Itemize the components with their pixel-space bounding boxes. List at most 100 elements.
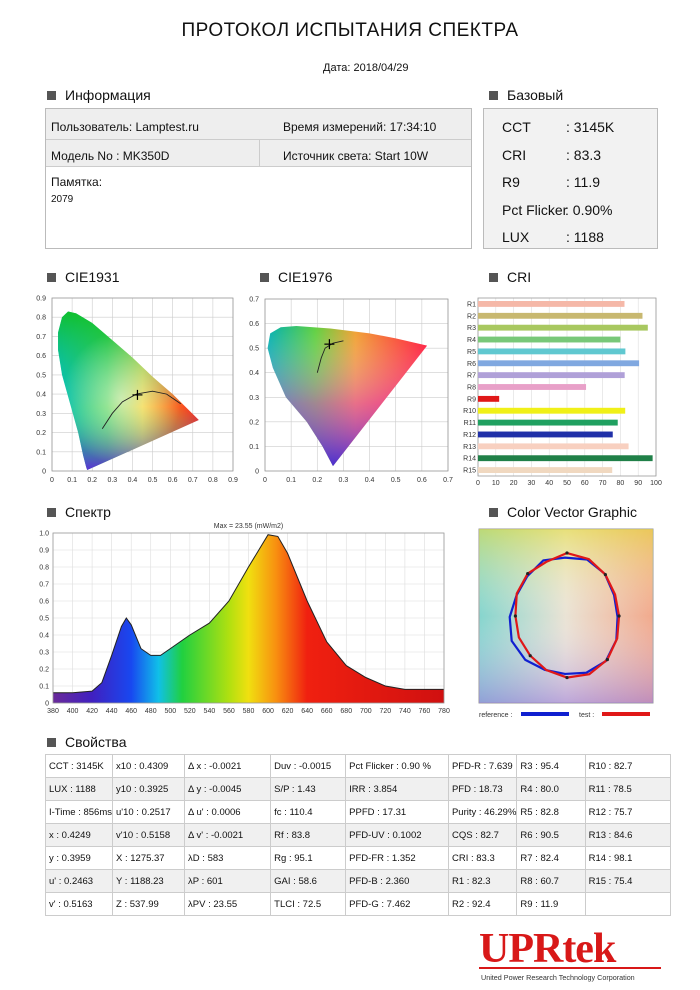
vector-arrow-marker	[526, 571, 530, 576]
table-cell: PPFD : 17.31	[345, 800, 449, 824]
vector-arrow-marker	[528, 654, 532, 658]
table-row: LUX : 1188 y10 : 0.3925 Δ y : -0.0045 S/P :…	[45, 777, 672, 801]
table-cell: IRR : 3.854	[345, 777, 449, 801]
table-cell: Rf : 83.8	[270, 823, 347, 847]
x-tick-label: 0.2	[312, 477, 322, 484]
spectrum-area	[53, 534, 444, 703]
table-cell: x10 : 0.4309	[111, 754, 186, 778]
table-cell: Purity : 46.29%	[447, 800, 518, 824]
table-cell: PFD : 18.73	[447, 777, 518, 801]
basic-value: : 11.9	[566, 174, 600, 190]
cri-bar-r4	[478, 336, 621, 343]
table-cell: R10 : 82.7	[584, 754, 672, 778]
x-tick-label: 440	[106, 708, 118, 715]
x-tick-label: 20	[510, 480, 518, 487]
table-cell: u'10 : 0.2517	[111, 800, 186, 824]
x-tick-label: 0.8	[208, 477, 218, 484]
info-panel: Пользователь: Lamptest.ru Время измерени…	[45, 108, 472, 249]
x-tick-label: 60	[581, 480, 589, 487]
table-cell: PFD-G : 7.462	[345, 892, 449, 916]
section-marker-icon	[47, 507, 56, 517]
report-date: Дата: 2018/04/29	[323, 62, 409, 74]
basic-value: : 3145K	[566, 119, 615, 135]
y-tick-label: 0.4	[249, 370, 259, 377]
cri-category-label: R2	[467, 313, 476, 320]
test-legend-swatch	[602, 712, 650, 716]
basic-label: Pct Flicker	[502, 201, 568, 218]
x-tick-label: 0.7	[443, 477, 453, 484]
cri-category-label: R10	[463, 408, 476, 415]
y-tick-label: 0.7	[249, 297, 259, 304]
y-tick-label: 0.2	[36, 430, 46, 437]
section-marker-icon	[47, 737, 56, 747]
x-tick-label: 0.5	[391, 477, 401, 484]
table-cell	[584, 892, 672, 916]
y-tick-label: 0.2	[249, 419, 259, 426]
table-row: I-Time : 856ms u'10 : 0.2517 Δ u' : 0.0006…	[45, 800, 672, 824]
basic-label: LUX	[502, 229, 530, 245]
cri-category-label: R6	[467, 361, 476, 368]
info-time: Время измерений: 17:34:10	[283, 120, 437, 134]
section-marker-icon	[489, 507, 498, 517]
x-tick-label: 10	[492, 480, 500, 487]
y-tick-label: 0	[42, 469, 46, 476]
table-cell: R6 : 90.5	[516, 823, 586, 847]
x-tick-label: 0.9	[228, 477, 238, 484]
y-tick-label: 0.1	[39, 684, 49, 691]
table-cell: v'10 : 0.5158	[111, 823, 186, 847]
x-tick-label: 520	[184, 708, 196, 715]
table-cell: R14 : 98.1	[584, 846, 672, 870]
table-cell: R8 : 60.7	[516, 869, 586, 893]
table-cell: R2 : 92.4	[447, 892, 518, 916]
cri-category-label: R11	[464, 420, 476, 427]
x-tick-label: 100	[650, 480, 662, 487]
x-tick-label: 400	[67, 708, 79, 715]
x-tick-label: 600	[262, 708, 274, 715]
table-cell: x : 0.4249	[45, 823, 113, 847]
table-cell: Δ y : -0.0045	[184, 777, 272, 801]
x-tick-label: 30	[528, 480, 536, 487]
cri-bar-r6	[478, 360, 640, 367]
svg-text:UPRtek: UPRtek	[479, 926, 617, 972]
cri-bar-r11	[478, 419, 618, 426]
cri-bar-r9	[478, 395, 500, 402]
info-model: Модель No : MK350D	[51, 149, 170, 163]
x-tick-label: 420	[86, 708, 98, 715]
cri-category-label: R1	[467, 301, 476, 308]
y-tick-label: 0.5	[249, 346, 259, 353]
y-tick-label: 0.9	[36, 296, 46, 303]
table-cell: Rg : 95.1	[270, 846, 347, 870]
info-source: Источник света: Start 10W	[283, 149, 429, 163]
uprtek-logo: UPRtek United Power Research Technology …	[479, 926, 661, 982]
cri-category-label: R5	[467, 349, 476, 356]
reference-legend-label: reference :	[479, 712, 513, 719]
info-user: Пользователь: Lamptest.ru	[51, 120, 199, 134]
x-tick-label: 80	[617, 480, 625, 487]
table-cell: R9 : 11.9	[516, 892, 586, 916]
basic-label: CCT	[502, 119, 531, 135]
y-tick-label: 0.7	[36, 334, 46, 341]
y-tick-label: 1.0	[39, 531, 49, 538]
props-heading: Свойства	[47, 734, 126, 750]
y-tick-label: 0.1	[36, 449, 46, 456]
vector-heading: Color Vector Graphic	[489, 504, 637, 520]
planckian-locus	[101, 390, 181, 429]
section-marker-icon	[47, 272, 56, 282]
plot-frame	[264, 298, 449, 472]
cri-bar-r5	[478, 348, 626, 355]
cie1976-diagram: 0 0.1 0.2 0.3 0.4 0.5 0.6 0.7 0 0.1 0.2 0.3 0.4 0.5 0.…	[249, 297, 453, 485]
spectrum-max-label: Max = 23.55 (mW/m2)	[214, 523, 283, 530]
cri-bar-r10	[478, 407, 626, 414]
table-cell: CQS : 82.7	[447, 823, 518, 847]
y-tick-label: 0.6	[39, 599, 49, 606]
cri-category-label: R13	[463, 444, 476, 451]
table-cell: λD : 583	[184, 846, 272, 870]
table-cell: R7 : 82.4	[516, 846, 586, 870]
x-tick-label: 0.2	[87, 477, 97, 484]
y-tick-label: 0.4	[39, 633, 49, 640]
x-tick-label: 0.3	[107, 477, 117, 484]
cri-bar-r3	[478, 324, 648, 331]
table-cell: R4 : 80.0	[516, 777, 586, 801]
plot-frame	[52, 532, 445, 704]
table-cell: Y : 1188.23	[111, 869, 186, 893]
